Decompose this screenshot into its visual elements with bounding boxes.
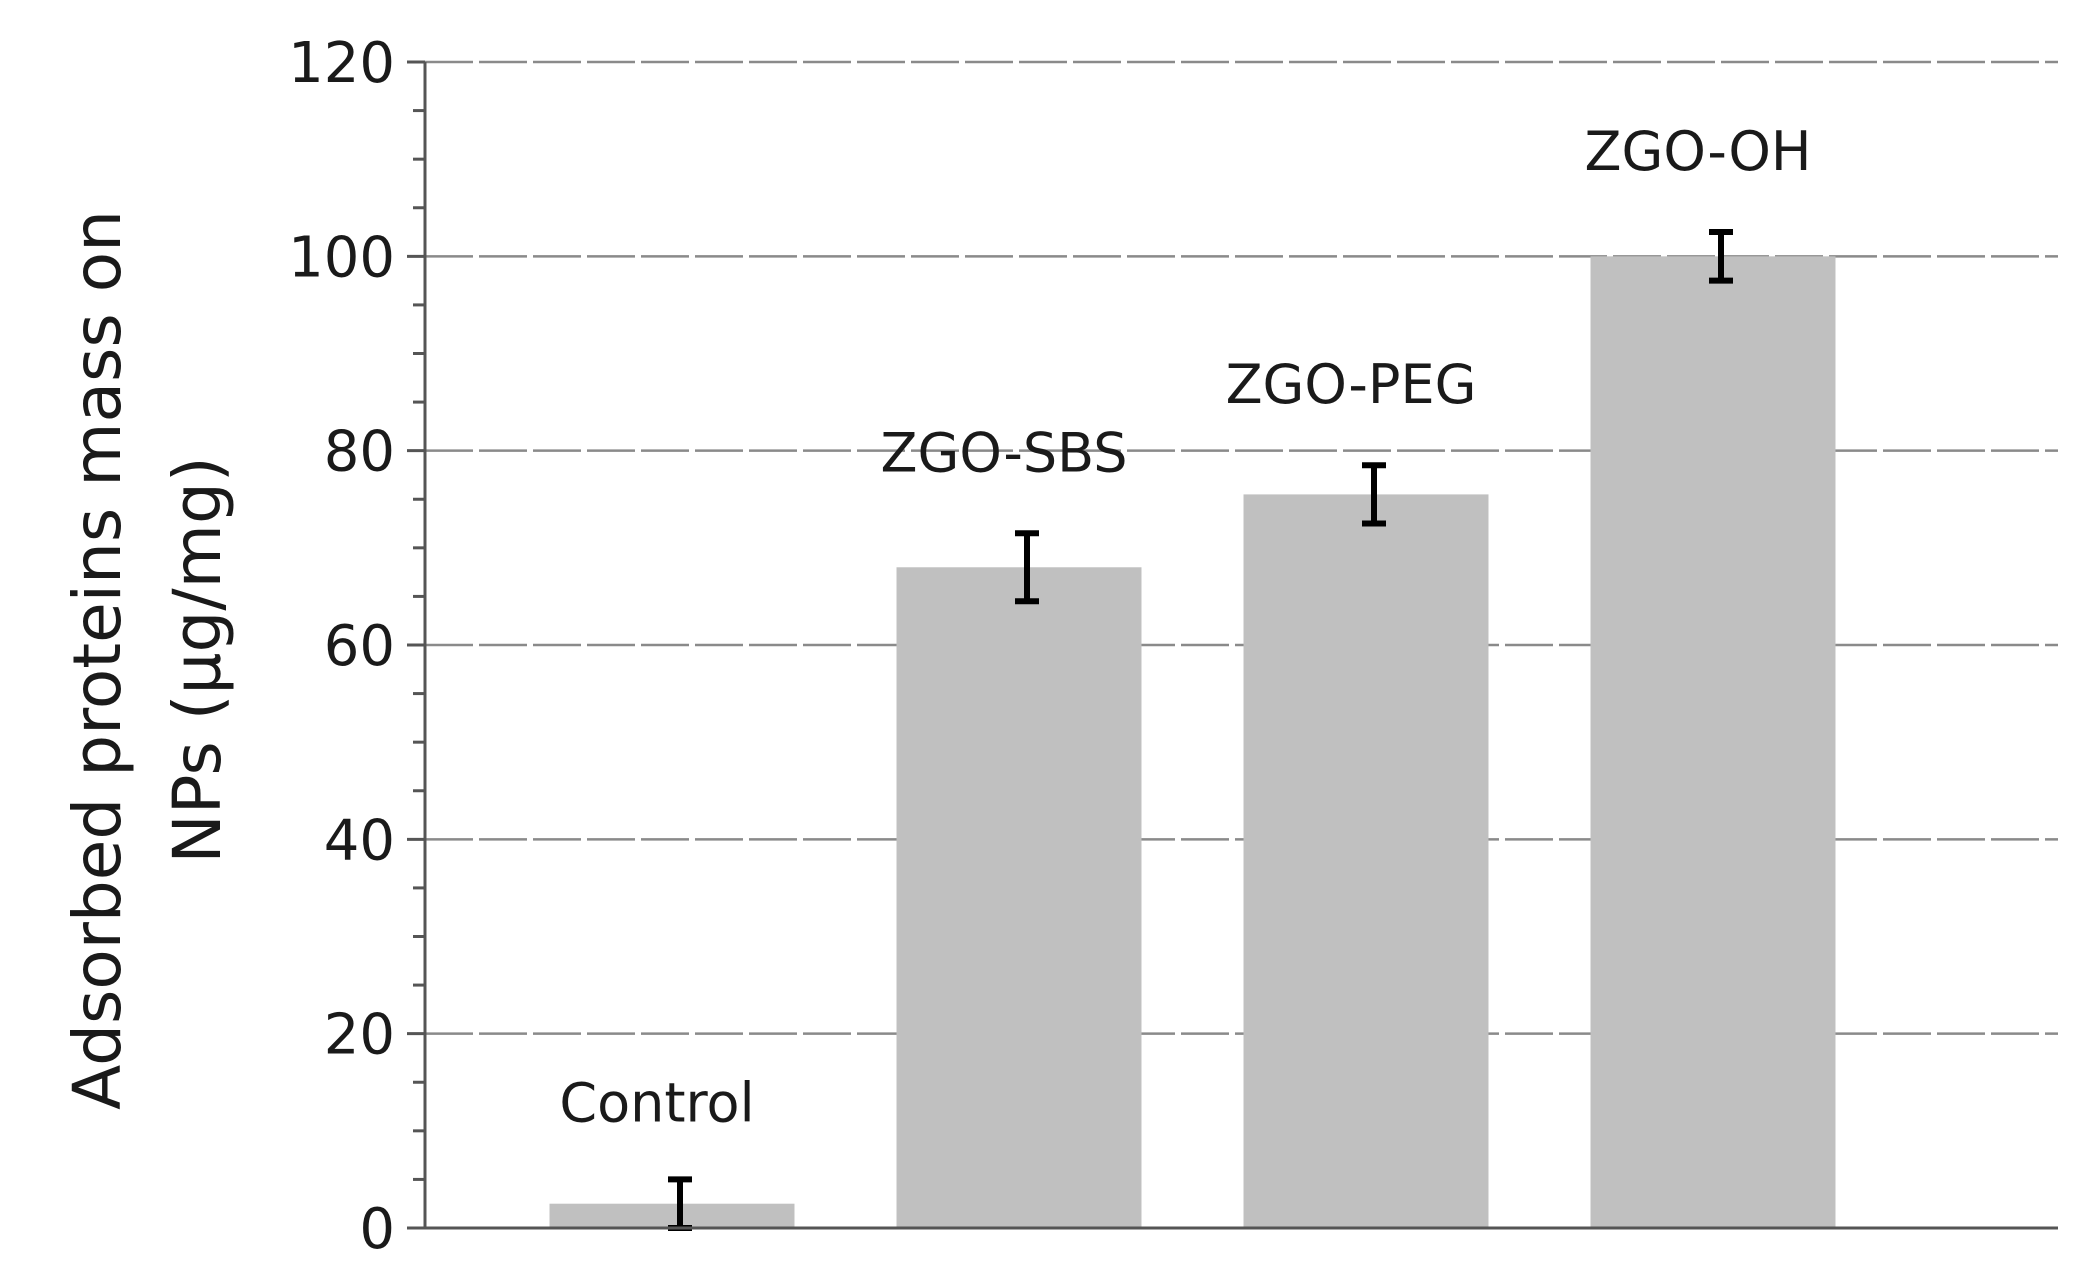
y-tick-label-100: 100	[288, 225, 395, 290]
y-axis-title-line2: NPs (µg/mg)	[159, 456, 236, 863]
y-tick-label-60: 60	[324, 614, 395, 679]
y-axis: 0 20 40 60 80 100 120	[288, 31, 2058, 1262]
bars	[549, 256, 1836, 1228]
bar-label-zgo-oh: ZGO-OH	[1585, 120, 1812, 183]
y-axis-title: Adsorbed proteins mass on NPs (µg/mg)	[59, 210, 236, 1110]
y-tick-label-80: 80	[324, 420, 395, 485]
bar-zgo-sbs	[896, 567, 1142, 1228]
y-tick-label-0: 0	[359, 1197, 395, 1262]
bar-label-zgo-sbs: ZGO-SBS	[881, 421, 1128, 484]
y-axis-title-line1: Adsorbed proteins mass on	[59, 210, 136, 1110]
bar-zgo-peg	[1243, 494, 1489, 1228]
y-tick-label-40: 40	[324, 808, 395, 873]
bar-label-zgo-peg: ZGO-PEG	[1226, 353, 1477, 416]
bar-label-control: Control	[559, 1071, 754, 1134]
error-bars	[668, 229, 1733, 1231]
bar-zgo-oh	[1590, 256, 1836, 1228]
y-tick-label-20: 20	[324, 1003, 395, 1068]
bar-control	[549, 1203, 795, 1228]
bar-labels: Control ZGO-SBS ZGO-PEG ZGO-OH	[559, 120, 1811, 1134]
y-tick-label-120: 120	[288, 31, 395, 96]
